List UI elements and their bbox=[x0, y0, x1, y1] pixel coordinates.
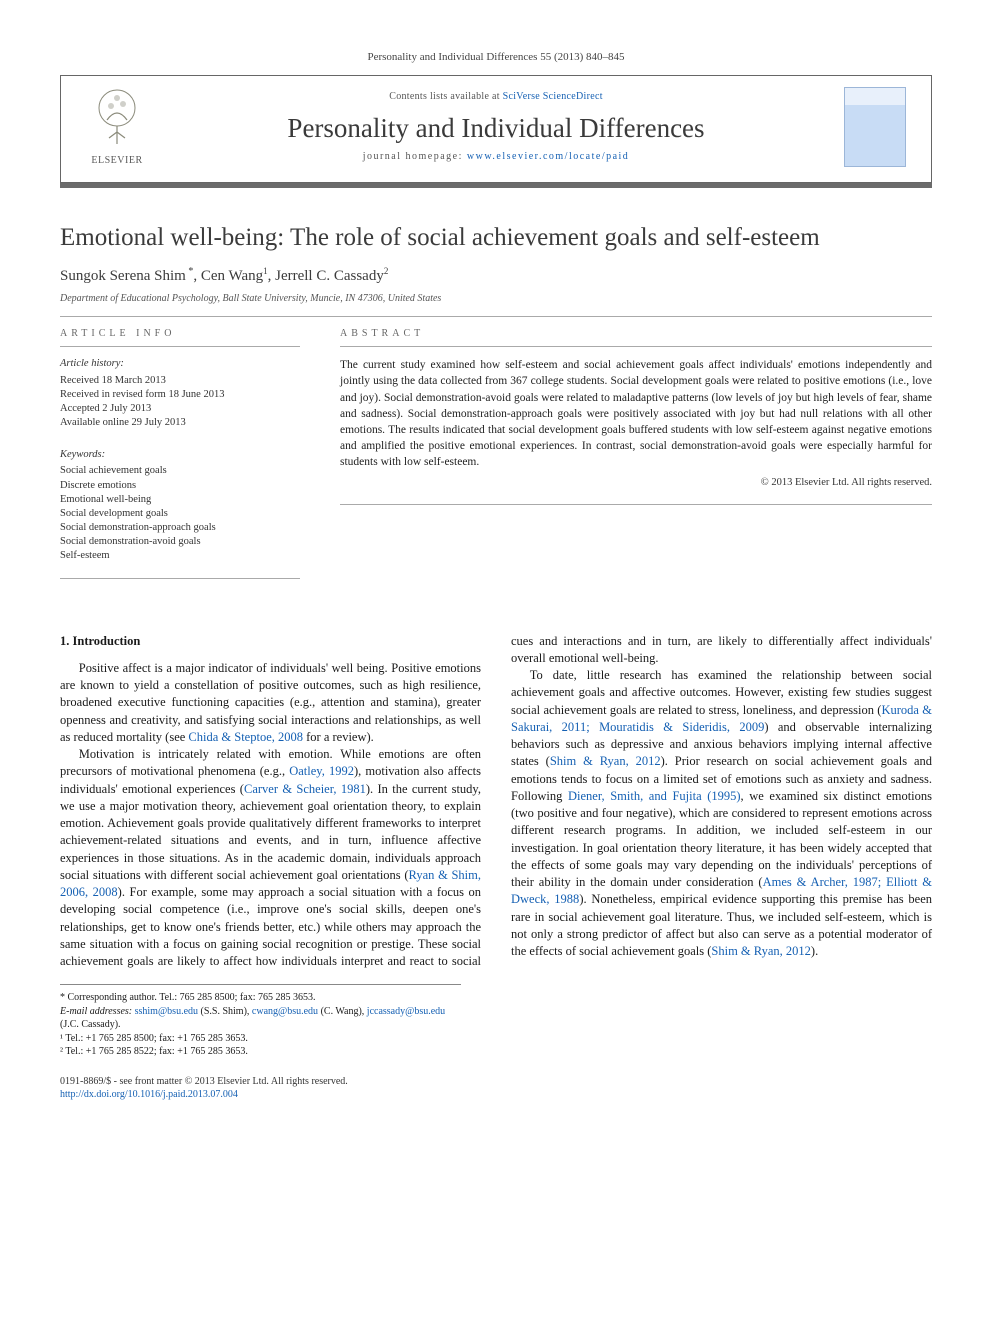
doi-block: 0191-8869/$ - see front matter © 2013 El… bbox=[60, 1075, 932, 1102]
abstract-heading: ABSTRACT bbox=[340, 317, 932, 348]
journal-homepage-line: journal homepage: www.elsevier.com/locat… bbox=[175, 150, 817, 164]
history-line: Received in revised form 18 June 2013 bbox=[60, 388, 300, 402]
citation-link[interactable]: Carver & Scheier, 1981 bbox=[244, 782, 366, 796]
affil-mark-2: 2 bbox=[384, 266, 389, 276]
email-link[interactable]: cwang@bsu.edu bbox=[252, 1006, 318, 1017]
history-line: Received 18 March 2013 bbox=[60, 374, 300, 388]
corresponding-author-note: * Corresponding author. Tel.: 765 285 85… bbox=[60, 991, 461, 1005]
affiliation-line: Department of Educational Psychology, Ba… bbox=[60, 292, 932, 306]
paragraph: To date, little research has examined th… bbox=[511, 667, 932, 960]
abstract-bottom-rule bbox=[340, 504, 932, 505]
journal-homepage-link[interactable]: www.elsevier.com/locate/paid bbox=[467, 151, 629, 162]
keyword: Discrete emotions bbox=[60, 479, 300, 493]
history-line: Available online 29 July 2013 bbox=[60, 416, 300, 430]
citation-journal: Personality and Individual Differences bbox=[367, 51, 537, 63]
publisher-name: ELSEVIER bbox=[89, 154, 145, 168]
affil-mark-1: 1 bbox=[263, 266, 268, 276]
cover-thumb-image bbox=[844, 87, 906, 167]
article-info-column: ARTICLE INFO Article history: Received 1… bbox=[60, 317, 300, 579]
publisher-logo-block: ELSEVIER bbox=[77, 86, 157, 168]
keywords-head: Keywords: bbox=[60, 448, 300, 462]
elsevier-tree-icon bbox=[89, 86, 145, 148]
keyword: Self-esteem bbox=[60, 549, 300, 563]
author-3: Jerrell C. Cassady2 bbox=[275, 268, 388, 284]
article-title: Emotional well-being: The role of social… bbox=[60, 222, 932, 253]
footnote-1: ¹ Tel.: +1 765 285 8500; fax: +1 765 285… bbox=[60, 1032, 461, 1046]
citation-link[interactable]: Shim & Ryan, 2012 bbox=[711, 944, 811, 958]
thick-rule bbox=[60, 183, 932, 188]
abstract-column: ABSTRACT The current study examined how … bbox=[340, 317, 932, 579]
keyword: Social demonstration-avoid goals bbox=[60, 535, 300, 549]
info-bottom-rule bbox=[60, 578, 300, 579]
citation-line: Personality and Individual Differences 5… bbox=[60, 50, 932, 65]
abstract-text: The current study examined how self-este… bbox=[340, 357, 932, 470]
footnotes-block: * Corresponding author. Tel.: 765 285 85… bbox=[60, 984, 461, 1059]
keyword: Emotional well-being bbox=[60, 493, 300, 507]
keyword: Social achievement goals bbox=[60, 464, 300, 478]
contents-lists-line: Contents lists available at SciVerse Sci… bbox=[175, 90, 817, 104]
journal-title: Personality and Individual Differences bbox=[175, 110, 817, 146]
citation-link[interactable]: Chida & Steptoe, 2008 bbox=[188, 730, 303, 744]
citation-link[interactable]: Oatley, 1992 bbox=[289, 764, 354, 778]
journal-cover-thumb bbox=[835, 87, 915, 167]
author-list: Sungok Serena Shim *, Cen Wang1, Jerrell… bbox=[60, 265, 932, 286]
article-info-heading: ARTICLE INFO bbox=[60, 317, 300, 348]
keyword: Social development goals bbox=[60, 507, 300, 521]
section-heading: 1. Introduction bbox=[60, 633, 481, 650]
journal-header-box: ELSEVIER Contents lists available at Sci… bbox=[60, 76, 932, 183]
paragraph: Positive affect is a major indicator of … bbox=[60, 660, 481, 746]
author-2: Cen Wang1 bbox=[201, 268, 268, 284]
author-1: Sungok Serena Shim * bbox=[60, 268, 193, 284]
doi-link[interactable]: http://dx.doi.org/10.1016/j.paid.2013.07… bbox=[60, 1089, 238, 1100]
email-link[interactable]: sshim@bsu.edu bbox=[135, 1006, 198, 1017]
keyword: Social demonstration-approach goals bbox=[60, 521, 300, 535]
abstract-copyright: © 2013 Elsevier Ltd. All rights reserved… bbox=[340, 476, 932, 490]
email-addresses-line: E-mail addresses: sshim@bsu.edu (S.S. Sh… bbox=[60, 1005, 461, 1032]
history-line: Accepted 2 July 2013 bbox=[60, 402, 300, 416]
sciencedirect-link[interactable]: SciVerse ScienceDirect bbox=[503, 91, 603, 102]
citation-link[interactable]: Diener, Smith, and Fujita (1995) bbox=[568, 789, 741, 803]
email-link[interactable]: jccassady@bsu.edu bbox=[367, 1006, 445, 1017]
footnote-2: ² Tel.: +1 765 285 8522; fax: +1 765 285… bbox=[60, 1045, 461, 1059]
body-two-columns: 1. Introduction Positive affect is a maj… bbox=[60, 633, 932, 971]
citation-volpages: 55 (2013) 840–845 bbox=[540, 51, 624, 63]
citation-link[interactable]: Shim & Ryan, 2012 bbox=[550, 754, 661, 768]
front-matter-line: 0191-8869/$ - see front matter © 2013 El… bbox=[60, 1075, 932, 1089]
corr-mark-icon: * bbox=[186, 266, 194, 277]
history-head: Article history: bbox=[60, 357, 300, 371]
